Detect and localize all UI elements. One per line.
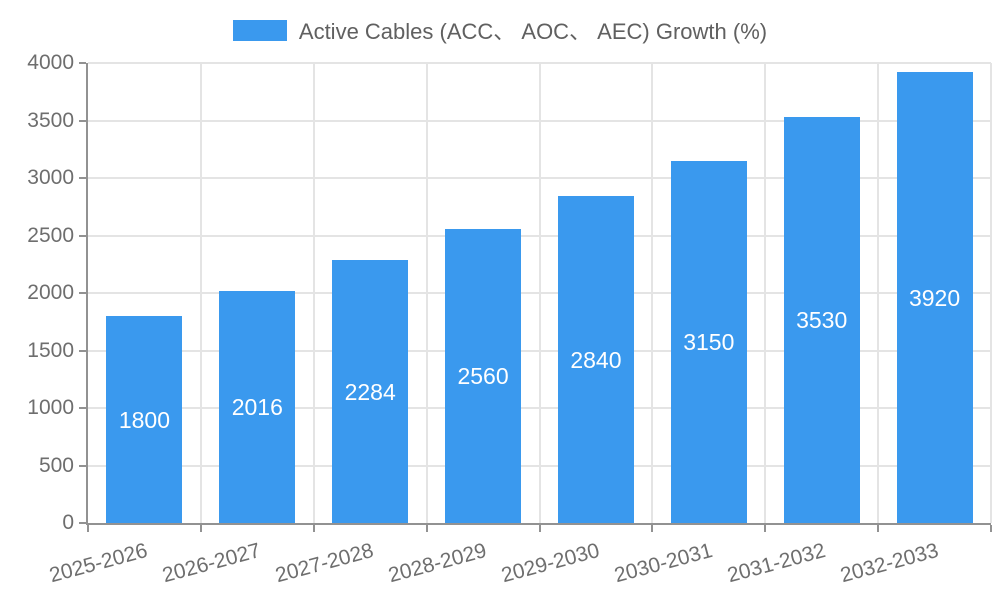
y-tick-label: 3000 [27, 166, 74, 189]
x-axis-line [86, 523, 991, 525]
y-axis-line [86, 63, 88, 525]
bar-value-label: 3150 [683, 328, 735, 355]
x-tick [538, 525, 541, 532]
y-tick [79, 407, 86, 409]
bar-value-label: 3920 [908, 284, 961, 311]
bar-value-label: 2284 [344, 378, 396, 405]
bar: 2560 [445, 228, 522, 523]
y-tick [79, 522, 86, 524]
x-tick [651, 525, 654, 532]
y-tick [79, 62, 86, 64]
x-gridline [877, 63, 880, 523]
y-tick-label: 3500 [27, 108, 74, 132]
y-tick [79, 349, 86, 352]
x-tick [990, 525, 992, 532]
bar: 2840 [557, 196, 634, 523]
y-tick [79, 292, 86, 294]
bar: 1800 [106, 316, 183, 523]
y-tick [79, 177, 86, 179]
x-gridline [651, 63, 654, 523]
y-tick-label: 0 [62, 511, 74, 534]
bar: 3530 [783, 117, 860, 523]
y-tick [79, 234, 86, 237]
bar-value-label: 3530 [796, 307, 848, 334]
plot-area: 0 500 1000 1500 2000 2500 3000 3500 4000 1800 2025… [27, 51, 992, 587]
x-gridline [990, 63, 992, 523]
legend-swatch [232, 19, 287, 41]
x-tick [425, 525, 428, 532]
bar: 2284 [332, 260, 409, 523]
y-tick-label: 4000 [27, 51, 74, 74]
y-tick-label: 2500 [27, 223, 74, 247]
x-gridline [764, 63, 767, 523]
bar-value-label: 1800 [118, 406, 171, 433]
y-tick-label: 1500 [27, 338, 74, 362]
legend-label: Active Cables (ACC、 AOC、 AEC) Growth (%) [298, 19, 768, 44]
y-tick [79, 119, 86, 122]
bar-value-label: 2840 [570, 346, 622, 373]
y-tick-label: 1000 [27, 396, 74, 419]
legend: Active Cables (ACC、 AOC、 AEC) Growth (%) [0, 14, 1000, 46]
bar-value-label: 2560 [457, 362, 509, 389]
x-gridline [425, 63, 428, 523]
x-tick [764, 525, 767, 532]
bar-value-label: 2016 [231, 394, 283, 421]
y-tick-label: 2000 [27, 281, 74, 304]
x-tick [87, 525, 89, 532]
x-tick [199, 525, 202, 532]
bar: 3920 [896, 72, 973, 523]
bar: 3150 [670, 160, 747, 523]
x-tick [877, 525, 880, 532]
bar: 2016 [219, 291, 296, 523]
x-gridline [199, 63, 202, 523]
x-gridline [538, 63, 541, 523]
x-gridline [312, 63, 315, 523]
y-tick [79, 464, 86, 467]
y-tick-label: 500 [38, 453, 74, 477]
x-tick [312, 525, 315, 532]
